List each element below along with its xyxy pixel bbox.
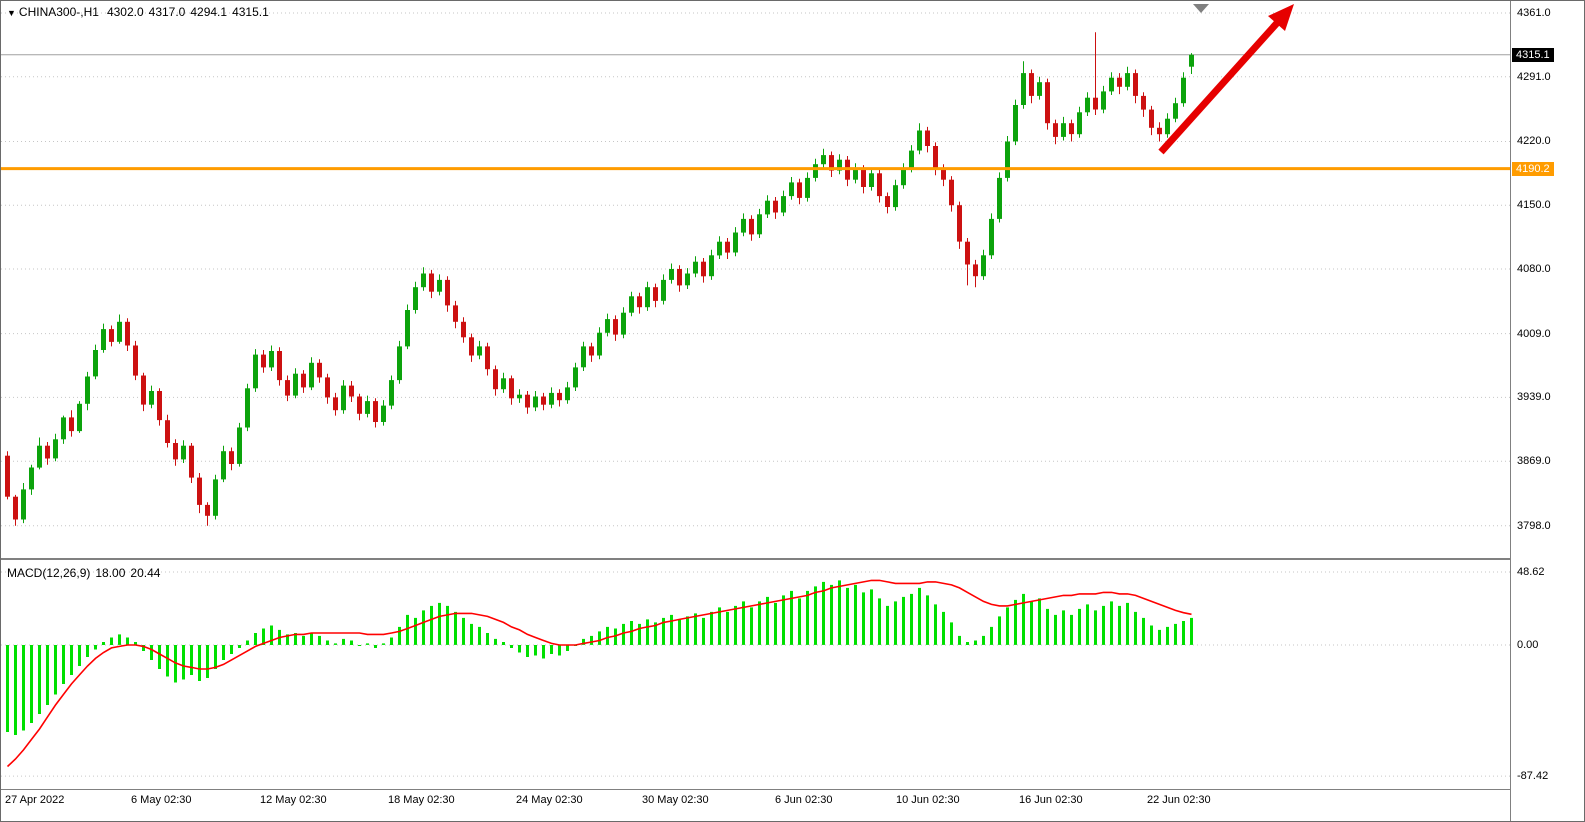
ohlc-high: 4317.0 [148,5,186,19]
chart-dropdown-icon[interactable]: ▼ [7,8,16,18]
object-marker-icon[interactable] [1193,4,1209,13]
hline-price-tag: 4190.2 [1512,162,1554,176]
macd-main-value: 18.00 [95,566,126,580]
time-axis-label: 18 May 02:30 [388,794,455,806]
macd-axis-label: -87.42 [1517,770,1549,782]
macd-axis-label: 48.62 [1517,566,1545,578]
ohlc-close: 4315.1 [232,5,269,19]
time-axis-label: 6 May 02:30 [131,794,192,806]
price-axis-label: 4361.0 [1517,7,1551,19]
chart-header: ▼ CHINA300-,H1 4302.0 4317.0 4294.1 4315.1 [7,5,274,19]
macd-histogram [6,580,1193,735]
time-axis-label: 24 May 02:30 [516,794,583,806]
time-axis-label: 6 Jun 02:30 [775,794,833,806]
trend-arrow-head-icon[interactable] [1268,4,1294,31]
ohlc-open: 4302.0 [106,5,144,19]
macd-axis-label: 0.00 [1517,639,1539,651]
time-axis[interactable]: 27 Apr 2022 6 May 02:30 12 May 02:30 18 May… [1,791,1510,821]
main-chart-panel [1,1,1510,560]
main-chart-canvas[interactable] [1,1,1510,560]
time-axis-label: 12 May 02:30 [260,794,327,806]
price-axis-label: 4009.0 [1517,328,1551,340]
macd-indicator-panel [1,562,1510,790]
time-axis-label: 16 Jun 02:30 [1019,794,1083,806]
current-price-tag: 4315.1 [1512,48,1554,62]
main-gridlines [1,12,1510,527]
price-axis[interactable]: 4361.0 4291.0 4220.0 4150.0 4080.0 4009.0 3939… [1510,1,1584,821]
macd-indicator-label: MACD(12,26,9) 18.00 20.44 [7,566,165,580]
ohlc-low: 4294.1 [190,5,228,19]
macd-gridlines [1,571,1510,777]
chart-symbol-period: CHINA300-,H1 [18,5,99,19]
time-axis-label: 10 Jun 02:30 [896,794,960,806]
candlesticks [5,32,1194,526]
price-axis-label: 4220.0 [1517,135,1551,147]
price-axis-label: 4291.0 [1517,71,1551,83]
macd-signal-line [6,579,1192,768]
price-axis-label: 3939.0 [1517,391,1551,403]
price-axis-label: 3798.0 [1517,520,1551,532]
macd-signal-value: 20.44 [130,566,161,580]
time-axis-label: 30 May 02:30 [642,794,709,806]
trend-arrow-line[interactable] [1158,20,1280,155]
macd-name: MACD(12,26,9) [7,566,91,580]
price-axis-label: 4150.0 [1517,199,1551,211]
macd-panel-canvas[interactable] [1,562,1510,790]
time-axis-label: 22 Jun 02:30 [1147,794,1211,806]
price-axis-label: 3869.0 [1517,455,1551,467]
price-axis-label: 4080.0 [1517,263,1551,275]
time-axis-label: 27 Apr 2022 [5,794,65,806]
